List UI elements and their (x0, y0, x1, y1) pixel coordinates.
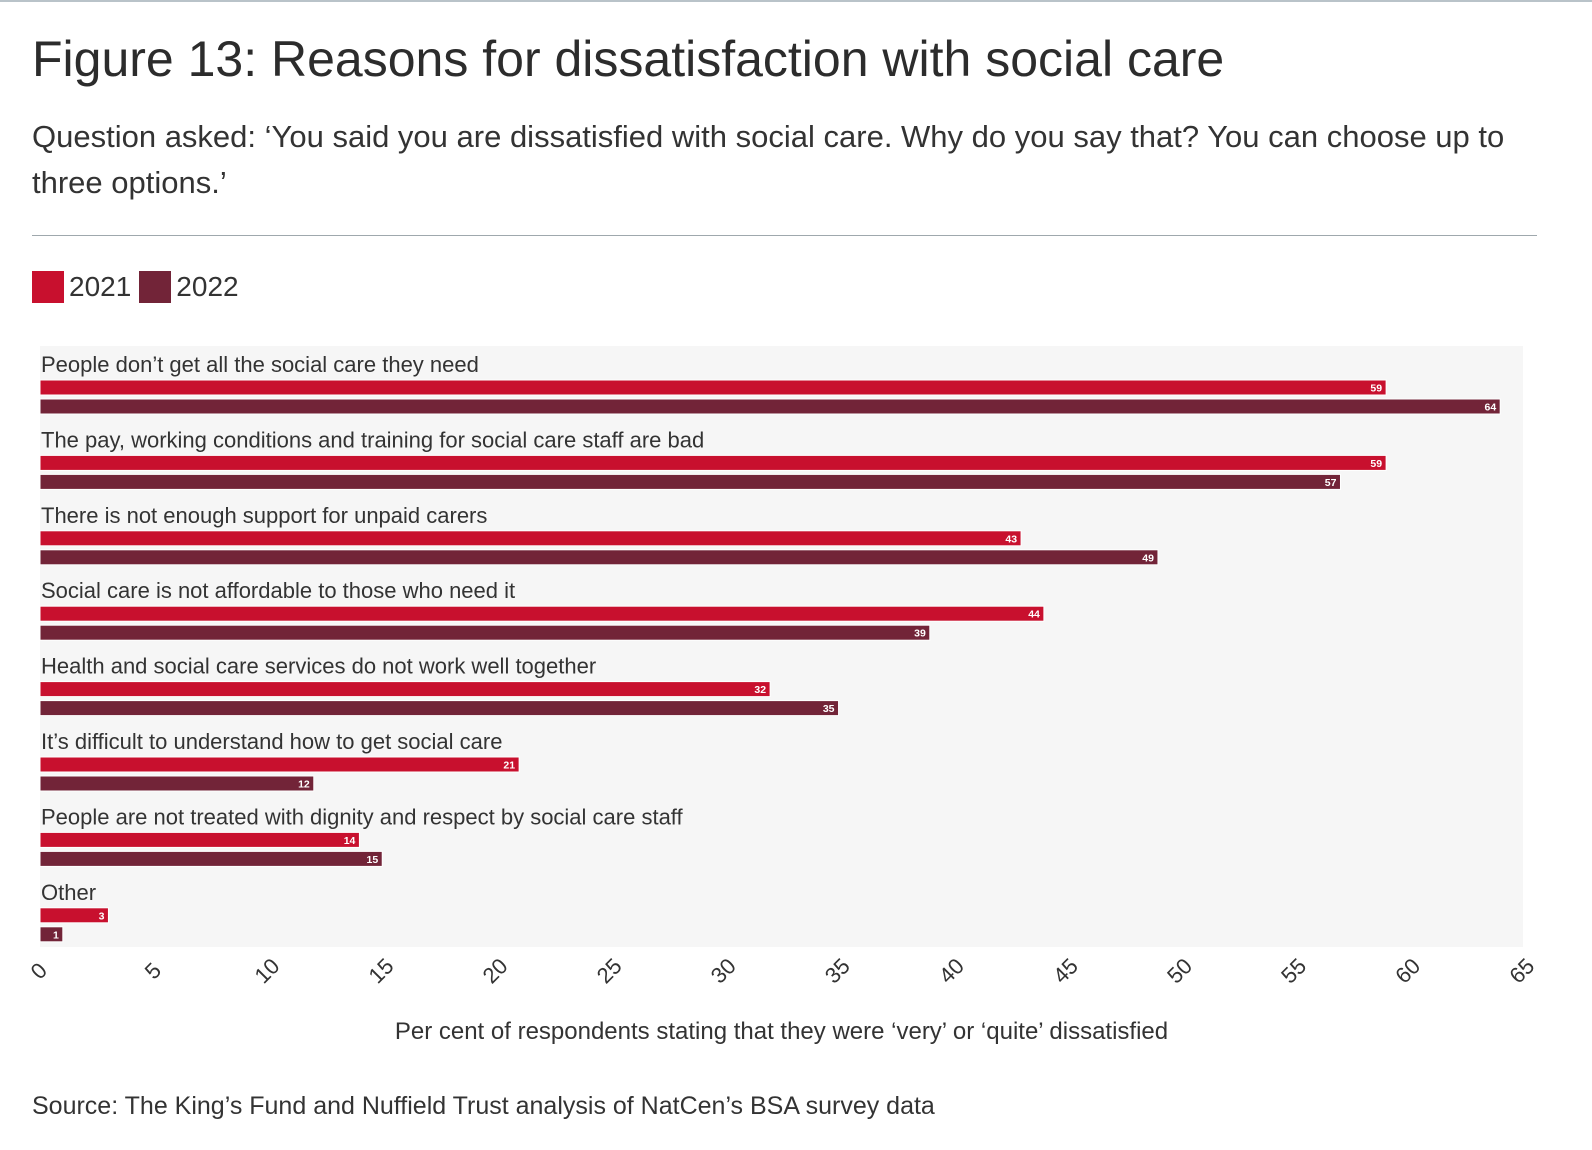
data-label-2021: 43 (1005, 533, 1017, 545)
x-tick-label: 50 (1162, 953, 1197, 988)
bar-2022 (39, 549, 1159, 566)
legend-item-2021: 2021 (32, 271, 131, 303)
bar-2022 (39, 700, 840, 717)
x-tick-label: 10 (249, 953, 284, 988)
data-label-2021: 59 (1370, 383, 1382, 395)
data-label-2022: 35 (823, 703, 835, 715)
data-label-2021: 21 (503, 760, 515, 772)
category-label: Other (41, 880, 96, 905)
x-tick-label: 30 (706, 953, 741, 988)
bar-2021 (39, 605, 1045, 622)
legend-label-2021: 2021 (69, 271, 132, 302)
legend-swatch-2021 (32, 271, 64, 303)
bar-2021 (39, 831, 360, 848)
legend: 2021 2022 (32, 271, 247, 303)
x-tick-label: 40 (934, 953, 969, 988)
category-label: Social care is not affordable to those w… (41, 578, 515, 603)
source-note: Source: The King’s Fund and Nuffield Tru… (32, 1092, 935, 1120)
data-label-2022: 57 (1325, 477, 1337, 489)
bar-2022 (39, 775, 315, 792)
data-label-2022: 1 (53, 929, 59, 941)
bar-2022 (39, 926, 64, 943)
top-rule (0, 0, 1592, 2)
bar-2022 (39, 624, 931, 641)
bar-2021 (39, 530, 1022, 547)
category-label: There is not enough support for unpaid c… (41, 503, 487, 528)
data-label-2021: 59 (1370, 458, 1382, 470)
x-tick-label: 60 (1390, 953, 1425, 988)
category-label: Health and social care services do not w… (41, 654, 596, 679)
data-label-2022: 49 (1142, 552, 1154, 564)
bar-2021 (39, 756, 520, 773)
bar-2021 (39, 454, 1387, 471)
legend-item-2022: 2022 (139, 271, 239, 303)
x-tick-label: 20 (478, 953, 513, 988)
data-label-2021: 32 (754, 684, 766, 696)
legend-label-2022: 2022 (176, 271, 239, 302)
x-tick-label: 55 (1276, 953, 1311, 988)
chart-subtitle: Question asked: ‘You said you are dissat… (32, 119, 1505, 200)
category-label: It’s difficult to understand how to get … (41, 729, 502, 754)
data-label-2021: 3 (99, 910, 105, 922)
bar-2021 (39, 681, 771, 698)
data-label-2022: 39 (914, 628, 926, 640)
x-tick-label: 65 (1504, 953, 1539, 988)
data-label-2022: 12 (298, 779, 310, 791)
bar-2021 (39, 907, 109, 924)
bar-2022 (39, 850, 383, 867)
divider (32, 235, 1537, 236)
data-label-2021: 44 (1028, 609, 1040, 621)
bar-2021 (39, 379, 1387, 396)
x-tick-label: 5 (140, 958, 166, 984)
data-label-2022: 15 (367, 854, 379, 866)
category-label: People are not treated with dignity and … (41, 804, 684, 829)
x-tick-label: 45 (1048, 953, 1083, 988)
x-tick-label: 25 (592, 953, 627, 988)
x-axis-title: Per cent of respondents stating that the… (395, 1018, 1168, 1045)
x-tick-label: 35 (820, 953, 855, 988)
category-label: The pay, working conditions and training… (41, 427, 704, 452)
bar-chart: People don’t get all the social care the… (25, 352, 1540, 1045)
data-label-2022: 64 (1484, 402, 1496, 414)
data-label-2021: 14 (344, 835, 356, 847)
bar-2022 (39, 473, 1341, 490)
x-tick-label: 15 (364, 953, 399, 988)
legend-swatch-2022 (139, 271, 172, 303)
chart-title: Figure 13: Reasons for dissatisfaction w… (32, 31, 1225, 87)
x-tick-label: 0 (26, 958, 52, 984)
bar-2022 (39, 398, 1501, 415)
category-label: People don’t get all the social care the… (41, 352, 479, 377)
